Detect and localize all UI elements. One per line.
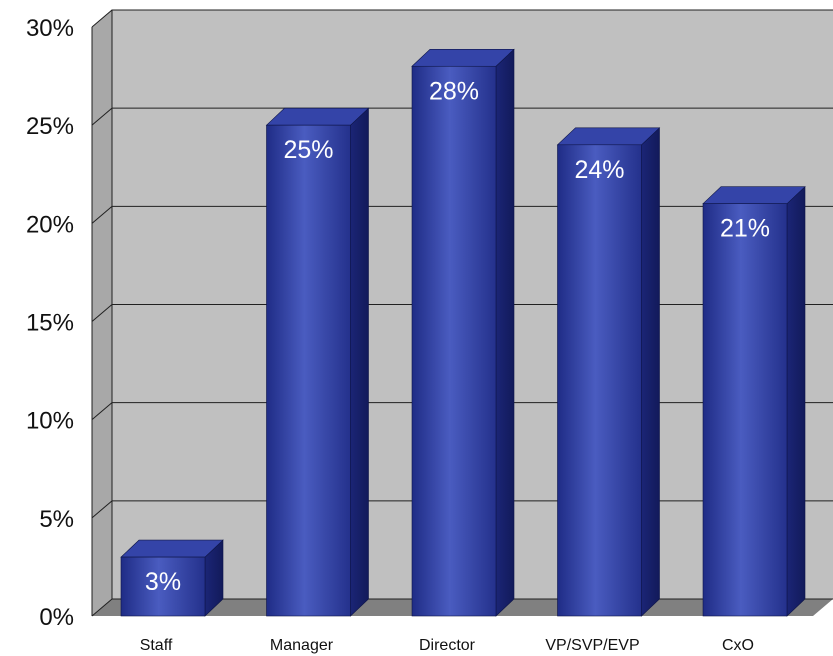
- bar-director: 28%: [411, 48, 515, 617]
- gridline-depth: [91, 205, 113, 224]
- bar-top: [265, 107, 370, 126]
- x-tick-label: CxO: [722, 637, 754, 654]
- bar-side: [350, 107, 369, 617]
- y-tick-label: 30%: [26, 15, 74, 42]
- data-label: 28%: [429, 77, 479, 105]
- gridline-depth: [91, 598, 113, 617]
- bar-front: [702, 203, 788, 617]
- bar-front: [411, 65, 497, 617]
- data-label: 21%: [720, 215, 770, 243]
- gridline-depth: [91, 304, 113, 322]
- x-tick-label: VP/SVP/EVP: [545, 637, 639, 654]
- bar-front: [266, 124, 351, 617]
- y-tick-label: 25%: [26, 113, 74, 140]
- bar-vp-svp-evp: 24%: [556, 127, 661, 617]
- y-tick-label: 5%: [39, 506, 74, 533]
- gridline-depth: [91, 9, 113, 28]
- data-label: 3%: [145, 568, 181, 596]
- bar-top: [702, 186, 806, 204]
- x-tick-label: Director: [419, 637, 476, 654]
- y-tick-label: 20%: [26, 211, 74, 238]
- y-tick-label: 15%: [26, 310, 74, 337]
- gridline-depth: [91, 402, 113, 421]
- bar-manager: 25%: [265, 107, 370, 617]
- bar-front: [120, 556, 206, 617]
- bars: 3% 25% 28% 24% 21%: [120, 48, 806, 617]
- bar-side: [495, 48, 515, 617]
- gridline-depth: [91, 107, 113, 126]
- bar-front: [557, 144, 642, 617]
- bar-top: [411, 48, 515, 67]
- x-tick-label: Staff: [140, 637, 173, 654]
- bar-side: [641, 127, 660, 617]
- bar-side: [786, 186, 806, 617]
- bar-top: [120, 539, 224, 558]
- x-tick-label: Manager: [270, 637, 334, 654]
- bar-top: [556, 127, 661, 146]
- data-label: 24%: [574, 156, 624, 184]
- bar-cxo: 21%: [702, 186, 806, 617]
- x-axis: Staff Manager Director VP/SVP/EVP CxO: [140, 637, 754, 654]
- y-tick-label: 10%: [26, 408, 74, 435]
- gridline-depth: [91, 500, 113, 519]
- data-label: 25%: [283, 136, 333, 164]
- y-axis: 0% 5% 10% 15% 20% 25% 30%: [26, 15, 93, 631]
- bar-staff: 3%: [120, 539, 224, 617]
- y-tick-label: 0%: [39, 604, 74, 631]
